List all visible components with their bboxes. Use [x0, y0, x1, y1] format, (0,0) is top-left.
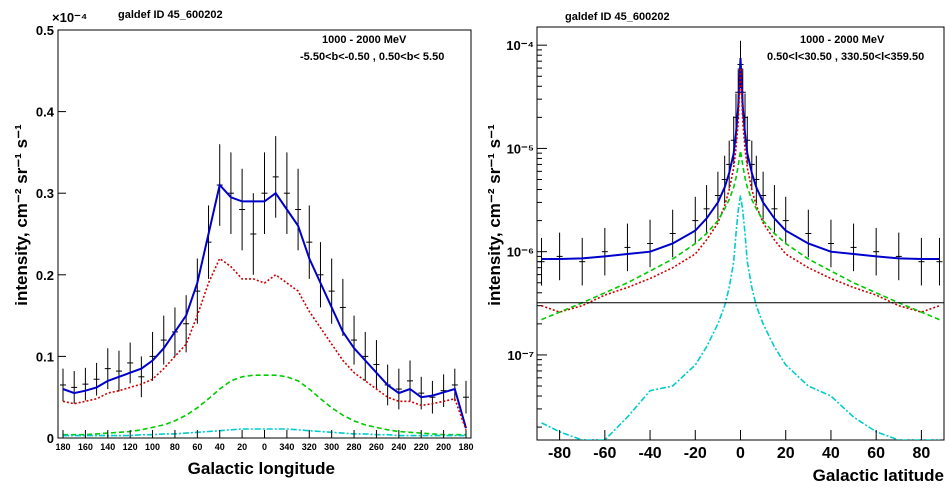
panel0-series-dotted-line — [62, 257, 467, 431]
right-x-tick-label: -60 — [593, 445, 616, 462]
left-y-tick-label: 0 — [47, 431, 54, 446]
panel0-series-solid-line — [62, 182, 467, 429]
panel1-series-dashed-line — [541, 150, 940, 321]
panel0-series-dashed-line — [63, 374, 466, 436]
left-y-tick-label: 0.3 — [36, 186, 54, 201]
right-y-axis-label: intensity, cm⁻² sr⁻¹ s⁻¹ — [485, 124, 504, 306]
left-x-tick-label: 280 — [347, 442, 362, 452]
panel1-series-solid-line — [541, 58, 940, 260]
left-chart-title: galdef ID 45_600202 — [118, 9, 223, 21]
right-x-tick-label: -40 — [638, 445, 661, 462]
right-x-tick-label: -80 — [548, 445, 571, 462]
right-x-tick-label: -20 — [684, 445, 707, 462]
right-x-tick-label: 0 — [736, 445, 745, 462]
left-y-multiplier: ×10⁻⁴ — [52, 10, 87, 25]
right-x-tick-label: 40 — [822, 445, 840, 462]
right-annotation-range: 0.50<l<30.50 , 330.50<l<359.50 — [767, 51, 924, 63]
right-x-tick-label: 80 — [912, 445, 930, 462]
left-x-tick-label: 100 — [145, 442, 160, 452]
left-x-tick-label: 160 — [78, 442, 93, 452]
right-chart-title: galdef ID 45_600202 — [565, 11, 670, 23]
left-x-tick-label: 300 — [324, 442, 339, 452]
left-x-tick-label: 40 — [215, 442, 225, 452]
panel1-series-dashdot-line — [541, 195, 940, 440]
panel1-series-dotted-line — [541, 68, 940, 313]
right-annotation-energy: 1000 - 2000 MeV — [800, 34, 885, 46]
left-annotation-range: -5.50<b<-0.50 , 0.50<b< 5.50 — [300, 51, 444, 63]
left-y-tick-label: 0.1 — [36, 349, 54, 364]
left-y-axis-label: intensity, cm⁻² sr⁻¹ s⁻¹ — [12, 124, 31, 306]
right-x-axis-label: Galactic latitude — [813, 466, 944, 485]
left-x-tick-label: 0 — [262, 442, 267, 452]
left-x-tick-label: 240 — [391, 442, 406, 452]
right-x-tick-label: 60 — [867, 445, 885, 462]
left-x-tick-label: 320 — [302, 442, 317, 452]
left-x-tick-label: 200 — [436, 442, 451, 452]
left-x-tick-label: 180 — [458, 442, 473, 452]
left-x-tick-label: 20 — [237, 442, 247, 452]
right-y-tick-label: 10⁻⁷ — [507, 348, 534, 363]
left-y-tick-label: 0.5 — [36, 23, 54, 38]
left-x-tick-label: 220 — [414, 442, 429, 452]
right-y-tick-label: 10⁻⁴ — [506, 38, 534, 53]
left-x-tick-label: 340 — [279, 442, 294, 452]
left-x-tick-label: 140 — [100, 442, 115, 452]
right-y-tick-label: 10⁻⁵ — [507, 141, 534, 156]
right-y-tick-label: 10⁻⁶ — [507, 245, 534, 260]
left-x-tick-label: 260 — [369, 442, 384, 452]
left-y-tick-label: 0.2 — [36, 268, 54, 283]
right-x-tick-label: 20 — [777, 445, 795, 462]
left-y-tick-label: 0.4 — [36, 105, 55, 120]
left-x-tick-label: 120 — [123, 442, 138, 452]
left-x-tick-label: 80 — [170, 442, 180, 452]
left-x-tick-label: 180 — [55, 442, 70, 452]
left-x-axis-label: Galactic longitude — [188, 459, 335, 478]
left-x-tick-label: 60 — [192, 442, 202, 452]
panel1-plot-frame — [536, 26, 945, 441]
left-annotation-energy: 1000 - 2000 MeV — [322, 34, 407, 46]
